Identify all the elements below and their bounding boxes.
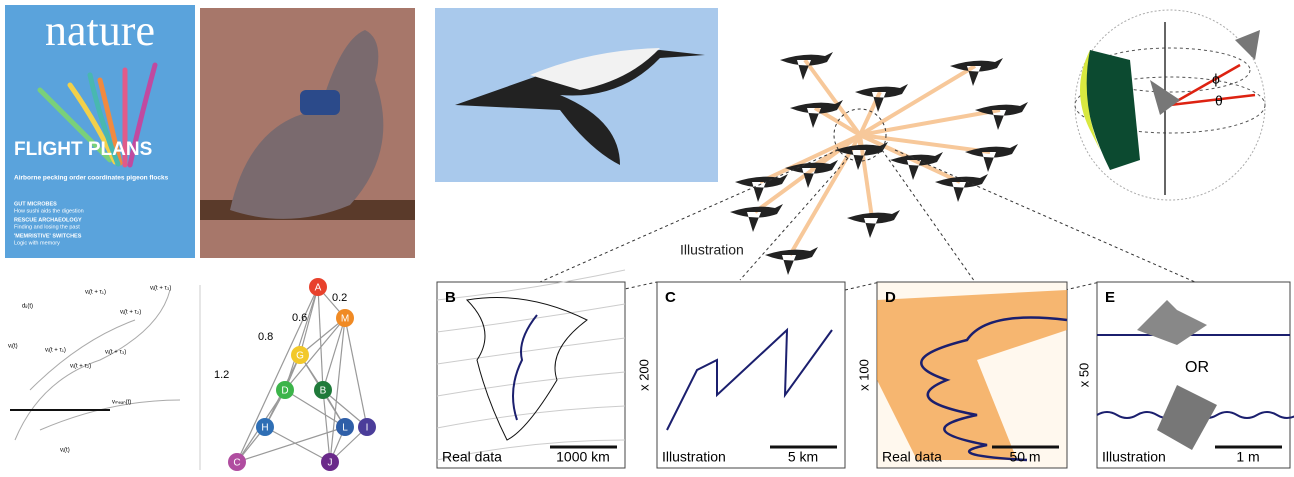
scale-label: 5 km — [788, 449, 818, 465]
node-label: M — [341, 314, 349, 325]
masthead: nature — [45, 6, 155, 55]
caption: Real data — [442, 449, 502, 465]
panel-letter: E — [1105, 289, 1115, 306]
caption: Illustration — [1102, 449, 1166, 465]
node-label: A — [315, 283, 322, 294]
node-label: B — [320, 386, 327, 397]
vector-label: vₘₑₐₙ(t) — [112, 400, 131, 406]
item-title: GUT MICROBES — [14, 201, 57, 207]
node-label: G — [296, 351, 304, 362]
item-text: How sushi aids the digestion — [14, 208, 84, 214]
vector-label: vⱼ(t + τ₁) — [85, 290, 106, 296]
node-label: I — [366, 423, 369, 434]
panel-frame — [657, 282, 845, 468]
panels: B Real data 1000 km C Illustration 5 km x 200 D… — [437, 270, 1294, 468]
scale-label: 1000 km — [556, 449, 610, 465]
zoom-label: x 200 — [636, 359, 651, 391]
vector-label: vⱼ(t) — [60, 448, 70, 454]
bird — [950, 58, 1003, 86]
panel-letter: C — [665, 289, 676, 306]
vector-label: vᵢ(t) — [8, 344, 18, 350]
node-label: C — [233, 458, 240, 469]
vector-diagram: dᵢⱼ(t) vᵢ(t) vⱼ(t + τ₁) vᵢ(t + τ₁) vⱼ(t + τ₂… — [8, 285, 200, 470]
node-label: L — [342, 423, 348, 434]
item-title: RESCUE ARCHAEOLOGY — [14, 217, 82, 223]
vector-label: vᵢ(t + τ₂) — [70, 364, 91, 370]
vector-label: vⱼ(t + τ₂) — [120, 310, 141, 316]
subhead: Airborne pecking order coordinates pigeo… — [14, 175, 169, 182]
network: A M G D B H L I C J 0.2 0.6 0.8 1.2 — [214, 278, 376, 471]
figure: nature FLIGHT PLANS Airborne pecking ord… — [0, 0, 1294, 472]
edge — [265, 427, 330, 462]
flock — [730, 52, 1028, 275]
item-text: Finding and losing the past — [14, 224, 80, 230]
vector-label: vᵢ(t + τ₁) — [45, 348, 66, 354]
headline: FLIGHT PLANS — [14, 139, 152, 160]
zoom-label: x 50 — [1076, 363, 1091, 388]
phi: ϕ — [1212, 71, 1220, 87]
sphere: ϕ θ — [1075, 10, 1265, 200]
item-title: 'MEMRISTIVE' SWITCHES — [14, 233, 82, 239]
panel-letter: D — [885, 289, 896, 306]
bird — [780, 52, 833, 80]
bird — [975, 102, 1028, 130]
item-text: Logic with memory — [14, 240, 60, 246]
zoom-label: x 100 — [856, 359, 871, 391]
bird — [935, 174, 988, 202]
vector-label: vⱼ(t + τ₃) — [150, 286, 171, 292]
bird — [735, 174, 788, 202]
caption: Real data — [882, 449, 942, 465]
bird — [790, 100, 843, 128]
node-label: H — [261, 423, 268, 434]
edge — [330, 318, 345, 462]
vector-label: vᵢ(t + τ₃) — [105, 350, 126, 356]
theta: θ — [1215, 93, 1223, 109]
edge-label: 1.2 — [214, 369, 229, 381]
node-label: D — [281, 386, 288, 397]
panel-letter: B — [445, 289, 456, 306]
bird — [730, 204, 783, 232]
scale-label: 50 m — [1009, 449, 1040, 465]
bird — [765, 247, 818, 275]
bird — [847, 210, 900, 238]
scale-label: 1 m — [1236, 449, 1259, 465]
caption: Illustration — [662, 449, 726, 465]
vector-label: dᵢⱼ(t) — [22, 304, 33, 310]
edge-label: 0.8 — [258, 331, 273, 343]
edge-label: 0.2 — [332, 292, 347, 304]
bird — [855, 84, 908, 112]
edge — [318, 287, 323, 390]
middle-text: OR — [1185, 359, 1209, 376]
node-label: J — [328, 458, 333, 469]
backpack — [300, 90, 340, 115]
illustration-label: Illustration — [680, 242, 744, 258]
bird — [890, 152, 943, 180]
edge-label: 0.6 — [292, 312, 307, 324]
